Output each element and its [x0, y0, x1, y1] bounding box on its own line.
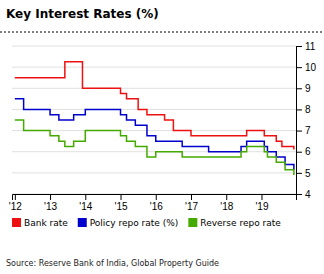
legend-label: Policy repo rate (%) — [90, 218, 179, 228]
y-tick-mark — [296, 109, 302, 110]
x-tick: '19 — [255, 194, 268, 212]
y-tick-label: 7 — [305, 125, 311, 136]
y-tick: 7 — [296, 125, 311, 136]
legend-label: Reverse repo rate — [200, 218, 281, 228]
grid-line — [12, 88, 296, 89]
x-tick: '16 — [150, 194, 163, 212]
x-tick-mark — [121, 194, 122, 200]
series-line — [15, 120, 294, 175]
y-tick-mark — [296, 131, 302, 132]
x-tick-mark — [85, 194, 86, 200]
legend-swatch — [78, 218, 87, 227]
x-tick: '12 — [9, 194, 22, 212]
legend: Bank rate Policy repo rate (%) Reverse rep… — [12, 218, 281, 228]
y-tick: 11 — [296, 41, 316, 52]
legend-item: Bank rate — [12, 218, 68, 228]
x-tick: '18 — [220, 194, 233, 212]
y-tick-mark — [296, 88, 302, 89]
y-tick: 9 — [296, 83, 311, 94]
x-tick-label: '13 — [44, 201, 57, 212]
grid-line — [12, 109, 296, 110]
series-line — [15, 99, 294, 170]
legend-swatch — [12, 218, 21, 227]
y-tick: 6 — [296, 146, 311, 157]
y-tick: 4 — [296, 189, 311, 200]
x-tick-mark — [261, 194, 262, 200]
x-tick-label: '19 — [255, 201, 268, 212]
x-tick: '15 — [115, 194, 128, 212]
x-tick-label: '15 — [115, 201, 128, 212]
legend-label: Bank rate — [24, 218, 68, 228]
x-tick-mark — [191, 194, 192, 200]
x-axis-line — [13, 195, 297, 201]
y-tick-label: 8 — [305, 104, 311, 115]
x-tick-mark — [15, 194, 16, 200]
plot: '12 '13 '14 '15 '16 '17 '18 '19 4 5 6 7 8 9 10 11 — [9, 41, 317, 212]
legend-item: Policy repo rate (%) — [78, 218, 179, 228]
legend-swatch — [188, 218, 197, 227]
y-tick-mark — [296, 173, 302, 174]
x-tick-mark — [156, 194, 157, 200]
x-tick-label: '18 — [220, 201, 233, 212]
title: Key Interest Rates (%) — [6, 7, 159, 21]
y-tick: 10 — [296, 62, 317, 73]
y-axis: 4 5 6 7 8 9 10 11 — [296, 41, 317, 200]
grid-line — [12, 172, 296, 173]
x-tick-mark — [50, 194, 51, 200]
x-tick-label: '14 — [79, 201, 92, 212]
x-tick-label: '16 — [150, 201, 163, 212]
grid-line — [12, 67, 296, 68]
y-tick-label: 10 — [305, 62, 317, 73]
grid-line — [12, 151, 296, 152]
lines — [15, 62, 294, 175]
y-tick-label: 4 — [305, 189, 311, 200]
chart: Key Interest Rates (%) '12 '13 '14 '15 '16 '17… — [0, 0, 324, 274]
y-tick-mark — [296, 194, 302, 195]
x-axis: '12 '13 '14 '15 '16 '17 '18 '19 — [9, 194, 297, 212]
y-tick-mark — [296, 46, 302, 47]
separator — [0, 32, 324, 33]
y-tick-label: 11 — [305, 41, 316, 52]
x-tick-mark — [226, 194, 227, 200]
y-axis-line — [297, 47, 303, 195]
x-tick: '17 — [185, 194, 198, 212]
y-tick-label: 6 — [305, 146, 311, 157]
legend-item: Reverse repo rate — [188, 218, 281, 228]
x-tick: '14 — [79, 194, 92, 212]
y-tick: 8 — [296, 104, 311, 115]
y-tick-label: 5 — [305, 168, 311, 179]
x-tick: '13 — [44, 194, 57, 212]
grid — [12, 46, 296, 194]
y-tick-label: 9 — [305, 83, 311, 94]
x-tick-label: '17 — [185, 201, 198, 212]
y-tick: 5 — [296, 168, 311, 179]
source-note: Source: Reserve Bank of India, Global Pr… — [6, 259, 219, 268]
grid-line — [12, 46, 296, 47]
y-tick-mark — [296, 67, 302, 68]
x-tick-label: '12 — [9, 201, 22, 212]
y-tick-mark — [296, 152, 302, 153]
